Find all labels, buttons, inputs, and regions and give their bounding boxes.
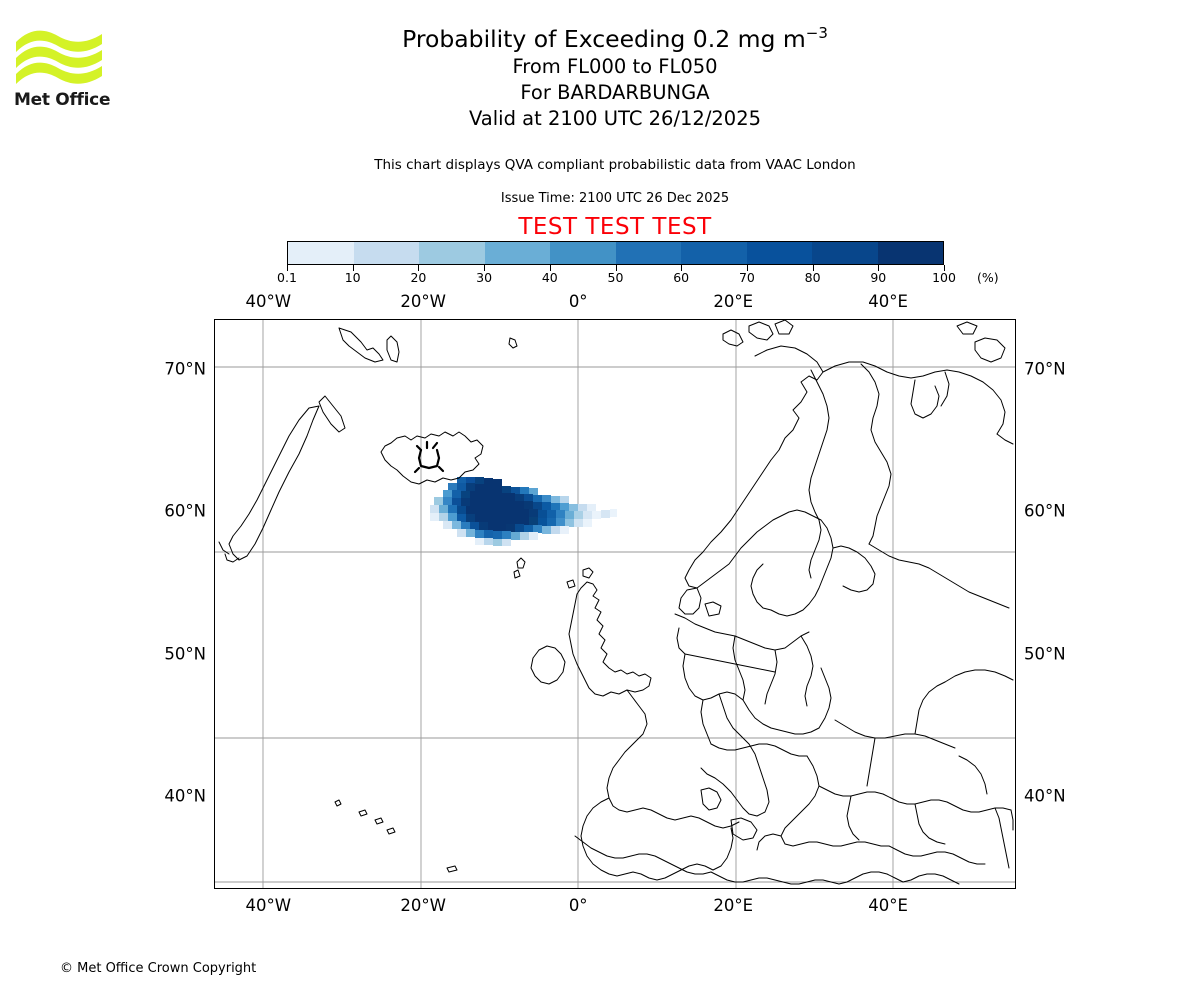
colorbar-segment-4 xyxy=(550,242,616,264)
lon-label-top-20°E: 20°E xyxy=(713,292,753,311)
issue-time-label: Issue Time: 2100 UTC 26 Dec 2025 xyxy=(500,191,730,206)
colorbar-segment-6 xyxy=(681,242,747,264)
colorbar-segment-8 xyxy=(812,242,878,264)
lon-label-top-40°W: 40°W xyxy=(245,292,292,311)
colorbar-tick-label-80: 80 xyxy=(804,270,821,285)
colorbar-tick-label-50: 50 xyxy=(607,270,624,285)
page-title: Probability of Exceeding 0.2 mg m−3 xyxy=(200,24,1030,54)
probability-colorbar xyxy=(287,241,944,265)
page-title-superscript: −3 xyxy=(805,24,828,43)
colorbar-segment-2 xyxy=(419,242,485,264)
lon-label-bottom-40°W: 40°W xyxy=(245,896,292,915)
lat-label-left-50°N: 50°N xyxy=(164,644,206,664)
colorbar-unit-label: (%) xyxy=(977,270,999,285)
lon-label-top-0°: 0° xyxy=(568,292,588,311)
lat-label-left-70°N: 70°N xyxy=(164,359,206,379)
colorbar-segment-5 xyxy=(615,242,681,264)
colorbar-tick-20 xyxy=(418,265,420,271)
colorbar-tick-label-40: 40 xyxy=(541,270,558,285)
lat-label-left-60°N: 60°N xyxy=(164,501,206,521)
lat-label-right-70°N: 70°N xyxy=(1024,359,1066,379)
colorbar-tick-70 xyxy=(746,265,748,271)
lon-label-bottom-40°E: 40°E xyxy=(868,896,908,915)
lon-label-top-20°W: 20°W xyxy=(400,292,446,311)
colorbar-tick-labels: 0.1 10 20 30 40 50 60 70 80 90 100 xyxy=(0,270,1200,290)
colorbar-tick-0.1 xyxy=(287,265,288,271)
chart-title-block: Probability of Exceeding 0.2 mg m−3 From… xyxy=(200,24,1030,132)
title-valid-time: Valid at 2100 UTC 26/12/2025 xyxy=(468,107,762,130)
colorbar-segment-1 xyxy=(353,242,419,264)
qva-compliance-note: This chart displays QVA compliant probab… xyxy=(374,157,856,173)
met-office-wordmark: Met Office xyxy=(14,90,111,110)
lat-label-right-50°N: 50°N xyxy=(1024,644,1066,664)
colorbar-segment-7 xyxy=(746,242,812,264)
lon-label-bottom-20°W: 20°W xyxy=(400,896,446,915)
colorbar-tick-100 xyxy=(944,265,945,271)
colorbar-gradient xyxy=(287,241,944,265)
colorbar-tick-label-0.1: 0.1 xyxy=(277,270,297,285)
colorbar-tick-60 xyxy=(681,265,683,271)
colorbar-tick-label-70: 70 xyxy=(738,270,755,285)
lon-label-bottom-20°E: 20°E xyxy=(713,896,753,915)
colorbar-tick-label-30: 30 xyxy=(476,270,493,285)
test-banner: TEST TEST TEST xyxy=(518,214,712,240)
colorbar-segment-0 xyxy=(288,242,354,264)
lat-label-left-40°N: 40°N xyxy=(164,786,206,806)
colorbar-tick-label-100: 100 xyxy=(932,270,956,285)
colorbar-tick-10 xyxy=(352,265,354,271)
colorbar-tick-label-90: 90 xyxy=(870,270,887,285)
page-title-text: Probability of Exceeding 0.2 mg m xyxy=(402,25,806,53)
colorbar-tick-80 xyxy=(812,265,814,271)
colorbar-tick-40 xyxy=(549,265,551,271)
lat-label-right-40°N: 40°N xyxy=(1024,786,1066,806)
map-panel[interactable] xyxy=(214,319,1016,889)
colorbar-tick-30 xyxy=(484,265,486,271)
title-flight-levels: From FL000 to FL050 xyxy=(512,55,718,78)
colorbar-segment-9 xyxy=(877,242,943,264)
colorbar-tick-label-10: 10 xyxy=(344,270,361,285)
lon-label-top-40°E: 40°E xyxy=(868,292,908,311)
copyright-notice: © Met Office Crown Copyright xyxy=(60,961,257,976)
title-volcano-name: For BARDARBUNGA xyxy=(520,81,710,104)
colorbar-tick-label-60: 60 xyxy=(673,270,690,285)
colorbar-ticks xyxy=(287,265,945,277)
colorbar-tick-90 xyxy=(878,265,880,271)
colorbar-tick-label-20: 20 xyxy=(410,270,427,285)
met-office-waves-logo xyxy=(14,26,124,116)
colorbar-tick-50 xyxy=(615,265,617,271)
lon-label-bottom-0°: 0° xyxy=(568,896,588,915)
lat-label-right-60°N: 60°N xyxy=(1024,501,1066,521)
colorbar-segment-3 xyxy=(484,242,550,264)
